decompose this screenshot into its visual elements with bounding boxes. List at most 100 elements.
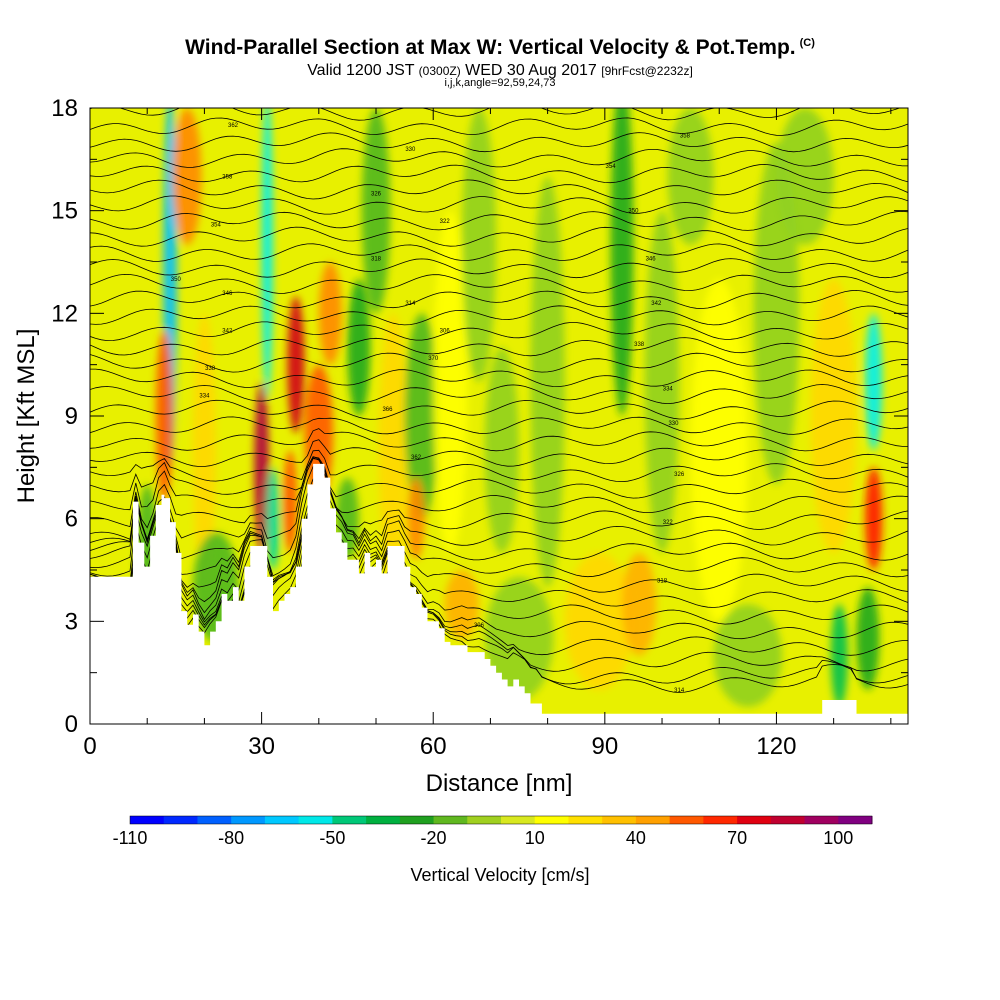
contour-label: 326 <box>371 192 382 198</box>
velocity-cell <box>361 108 391 314</box>
velocity-cell <box>318 262 342 365</box>
theta-contour <box>90 456 908 530</box>
theta-contour <box>90 226 908 247</box>
contour-label: 330 <box>405 147 416 153</box>
theta-contour <box>90 195 908 215</box>
contour-label: 362 <box>411 455 422 461</box>
velocity-cell <box>830 604 848 707</box>
contour-label: 358 <box>680 133 691 139</box>
contour-label: 326 <box>674 472 685 478</box>
theta-contour <box>90 368 908 388</box>
velocity-cell <box>865 313 883 451</box>
contour-label: 354 <box>211 222 222 228</box>
contour-label: 370 <box>428 356 439 362</box>
contour-label: 334 <box>199 393 210 399</box>
x-tick-label: 120 <box>756 733 796 760</box>
contour-label: 366 <box>382 407 393 413</box>
contour-label: 342 <box>222 328 233 334</box>
x-tick-label: 90 <box>591 733 618 760</box>
theta-contour <box>90 305 908 326</box>
colorbar-bin <box>163 816 198 824</box>
contour-label: 318 <box>657 578 668 584</box>
valid-utc: (0300Z) <box>418 64 461 78</box>
colorbar-frame <box>129 815 873 825</box>
theta-contours <box>90 108 908 693</box>
velocity-cell <box>810 279 857 553</box>
velocity-cell <box>404 313 439 519</box>
theta-contour <box>90 258 908 279</box>
contour-label: 358 <box>222 174 233 180</box>
theta-contour <box>90 148 908 168</box>
x-axis-title: Distance [nm] <box>426 770 573 797</box>
contour-label: 346 <box>646 257 657 263</box>
contour-label: 306 <box>440 328 451 334</box>
contour-label: 354 <box>606 164 617 170</box>
colorbar-bin <box>568 816 603 824</box>
colorbar-bin <box>264 816 300 824</box>
contour-label: 318 <box>371 257 382 263</box>
theta-contour <box>90 439 908 467</box>
velocity-cell <box>261 108 274 399</box>
velocity-cell <box>644 210 680 553</box>
y-tick-label: 18 <box>51 95 78 122</box>
chart-title: Wind-Parallel Section at Max W: Vertical… <box>0 36 1000 60</box>
y-axis: 0 3 6 9 12 15 18 <box>51 95 908 738</box>
colorbar-bin <box>635 816 671 824</box>
theta-contour <box>90 273 908 294</box>
y-tick-label: 6 <box>65 506 78 533</box>
theta-contour <box>90 108 901 121</box>
y-tick-label: 15 <box>51 198 78 225</box>
theta-contour <box>90 499 908 608</box>
theta-contour <box>90 449 908 483</box>
velocity-field: 306 314 318 322 326 330 334 338 342 346 350 354 358 3… <box>90 108 908 724</box>
velocity-cell <box>461 108 497 382</box>
theta-contour <box>90 352 908 373</box>
valid-date: WED 30 Aug 2017 <box>465 62 597 79</box>
theta-contour <box>90 384 908 405</box>
colorbar-tick-label: 70 <box>727 828 747 848</box>
theta-contour <box>90 399 908 420</box>
theta-contour <box>90 117 908 136</box>
velocity-cell <box>254 381 270 553</box>
colorbar-bin <box>399 816 435 824</box>
colorbar-bin <box>804 816 839 824</box>
theta-contour <box>90 210 908 231</box>
theta-contour-labels: 306 314 318 322 326 330 334 338 342 346 350 354 358 3… <box>171 123 691 694</box>
theta-contour <box>90 456 908 499</box>
velocity-cell <box>283 450 298 553</box>
theta-contour <box>90 458 908 546</box>
colorbar-bin <box>366 816 401 824</box>
colorbar-bin <box>737 816 772 824</box>
colorbar-tick-label: -110 <box>113 828 148 848</box>
theta-contour <box>90 465 908 561</box>
theta-contour <box>90 489 908 593</box>
colorbar-label: Vertical Velocity [cm/s] <box>410 865 589 885</box>
colorbar: -110 -80 -50 -20 10 40 70 100 <box>113 815 873 848</box>
theta-contour <box>90 457 908 514</box>
chart-subtitle: Valid 1200 JST (0300Z) WED 30 Aug 2017 [… <box>0 62 1000 80</box>
velocity-cell <box>444 570 479 639</box>
velocity-cell <box>155 330 173 502</box>
theta-contour <box>90 506 908 640</box>
velocity-cell <box>266 467 280 570</box>
velocity-cell <box>776 108 834 245</box>
colorbar-bin <box>298 816 333 824</box>
contour-label: 350 <box>628 209 639 215</box>
contour-label: 322 <box>663 520 674 526</box>
y-tick-label: 12 <box>51 300 78 327</box>
contour-label: 334 <box>663 387 674 393</box>
colorbar-tick-label: -50 <box>319 828 345 848</box>
velocity-cell <box>287 296 305 434</box>
x-tick-label: 0 <box>83 733 96 760</box>
colorbar-tick-label: 100 <box>823 828 853 848</box>
theta-contour <box>90 428 908 452</box>
colorbar-tick-label: -20 <box>421 828 447 848</box>
colorbar-tick-label: -80 <box>218 828 244 848</box>
velocity-cell <box>690 279 748 622</box>
theta-contour <box>90 504 908 625</box>
velocity-cell <box>865 467 883 570</box>
velocity-cell <box>856 587 880 690</box>
theta-contour <box>90 476 908 578</box>
colorbar-bin <box>770 816 806 824</box>
velocity-cell <box>192 313 216 588</box>
